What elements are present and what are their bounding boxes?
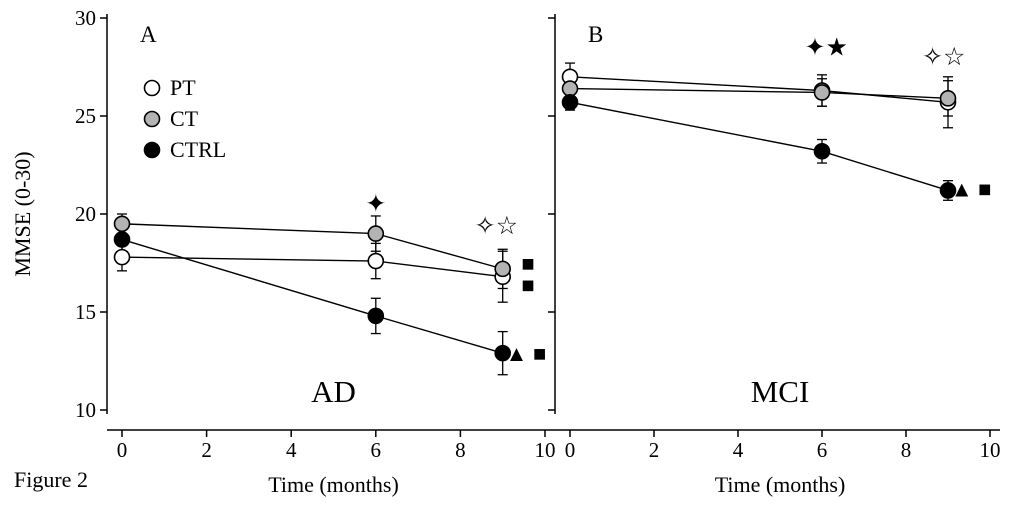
y-axis-title: MMSE (0-30) <box>10 151 35 276</box>
x-axis-title: Time (months) <box>715 472 846 497</box>
x-tick-label: 8 <box>901 438 912 462</box>
data-point-CTRL <box>113 231 131 248</box>
significance-marker: ✦ <box>365 191 386 218</box>
series-line-CTRL <box>569 101 949 192</box>
x-tick-label: 4 <box>733 438 744 462</box>
legend-label-PT: PT <box>170 75 196 100</box>
y-tick-label: 25 <box>75 104 96 128</box>
x-tick-label: 6 <box>371 438 382 462</box>
series-line-CTRL <box>121 238 503 354</box>
x-tick-label: 0 <box>565 438 576 462</box>
x-tick-label: 10 <box>980 438 1001 462</box>
panel-B: 0 2 4 6 8 10 Time (months) B MCI ✦★ ✧☆ ▲ ■ <box>548 14 1001 497</box>
data-point-CTRL <box>813 142 831 160</box>
panel-label: A <box>140 22 157 47</box>
significance-marker: ▲ ■ <box>506 341 547 366</box>
data-point-CTRL <box>494 344 512 362</box>
group-label: MCI <box>751 374 810 409</box>
y-tick-label: 10 <box>75 398 96 422</box>
data-point-CTRL <box>939 182 957 199</box>
x-tick-label: 10 <box>535 438 556 462</box>
data-point-PT <box>367 252 385 270</box>
series-line-CT <box>121 223 503 270</box>
significance-marker: ✦★ <box>805 34 848 61</box>
panel-A: 10 15 20 25 30 0 2 4 6 8 10 Time (months) MMSE (0-30… <box>10 6 556 497</box>
significance-marker: ■ <box>521 251 534 276</box>
data-point-CT <box>813 84 831 101</box>
legend-marker-CT <box>143 110 161 128</box>
data-point-CTRL <box>561 93 579 111</box>
data-point-PT <box>113 248 131 266</box>
y-tick-label: 20 <box>75 202 96 226</box>
x-tick-label: 2 <box>201 438 212 462</box>
x-tick-label: 2 <box>649 438 660 462</box>
legend-marker-CTRL <box>143 141 161 159</box>
significance-marker: ✧☆ <box>475 213 518 240</box>
data-point-CT <box>939 90 957 107</box>
data-point-CT <box>367 225 385 242</box>
panel-label: B <box>588 22 603 47</box>
legend-label-CT: CT <box>170 106 199 131</box>
x-tick-label: 4 <box>286 438 297 462</box>
group-label: AD <box>311 374 356 409</box>
x-axis-title: Time (months) <box>268 472 399 497</box>
x-tick-label: 8 <box>455 438 466 462</box>
significance-marker: ✧☆ <box>922 44 965 71</box>
y-tick-label: 30 <box>75 6 96 30</box>
legend-label-CTRL: CTRL <box>170 137 226 162</box>
significance-marker: ▲ ■ <box>951 177 992 202</box>
x-tick-label: 6 <box>817 438 828 462</box>
legend-marker-PT <box>143 79 161 97</box>
y-tick-label: 15 <box>75 300 96 324</box>
data-point-CT <box>561 80 579 97</box>
x-tick-label: 0 <box>117 438 128 462</box>
figure-label: Figure 2 <box>14 467 88 492</box>
significance-marker: ■ <box>521 273 534 298</box>
data-point-CT <box>494 260 512 278</box>
data-point-CT <box>113 215 131 233</box>
series-line-PT <box>121 256 503 278</box>
data-point-CTRL <box>367 307 385 325</box>
